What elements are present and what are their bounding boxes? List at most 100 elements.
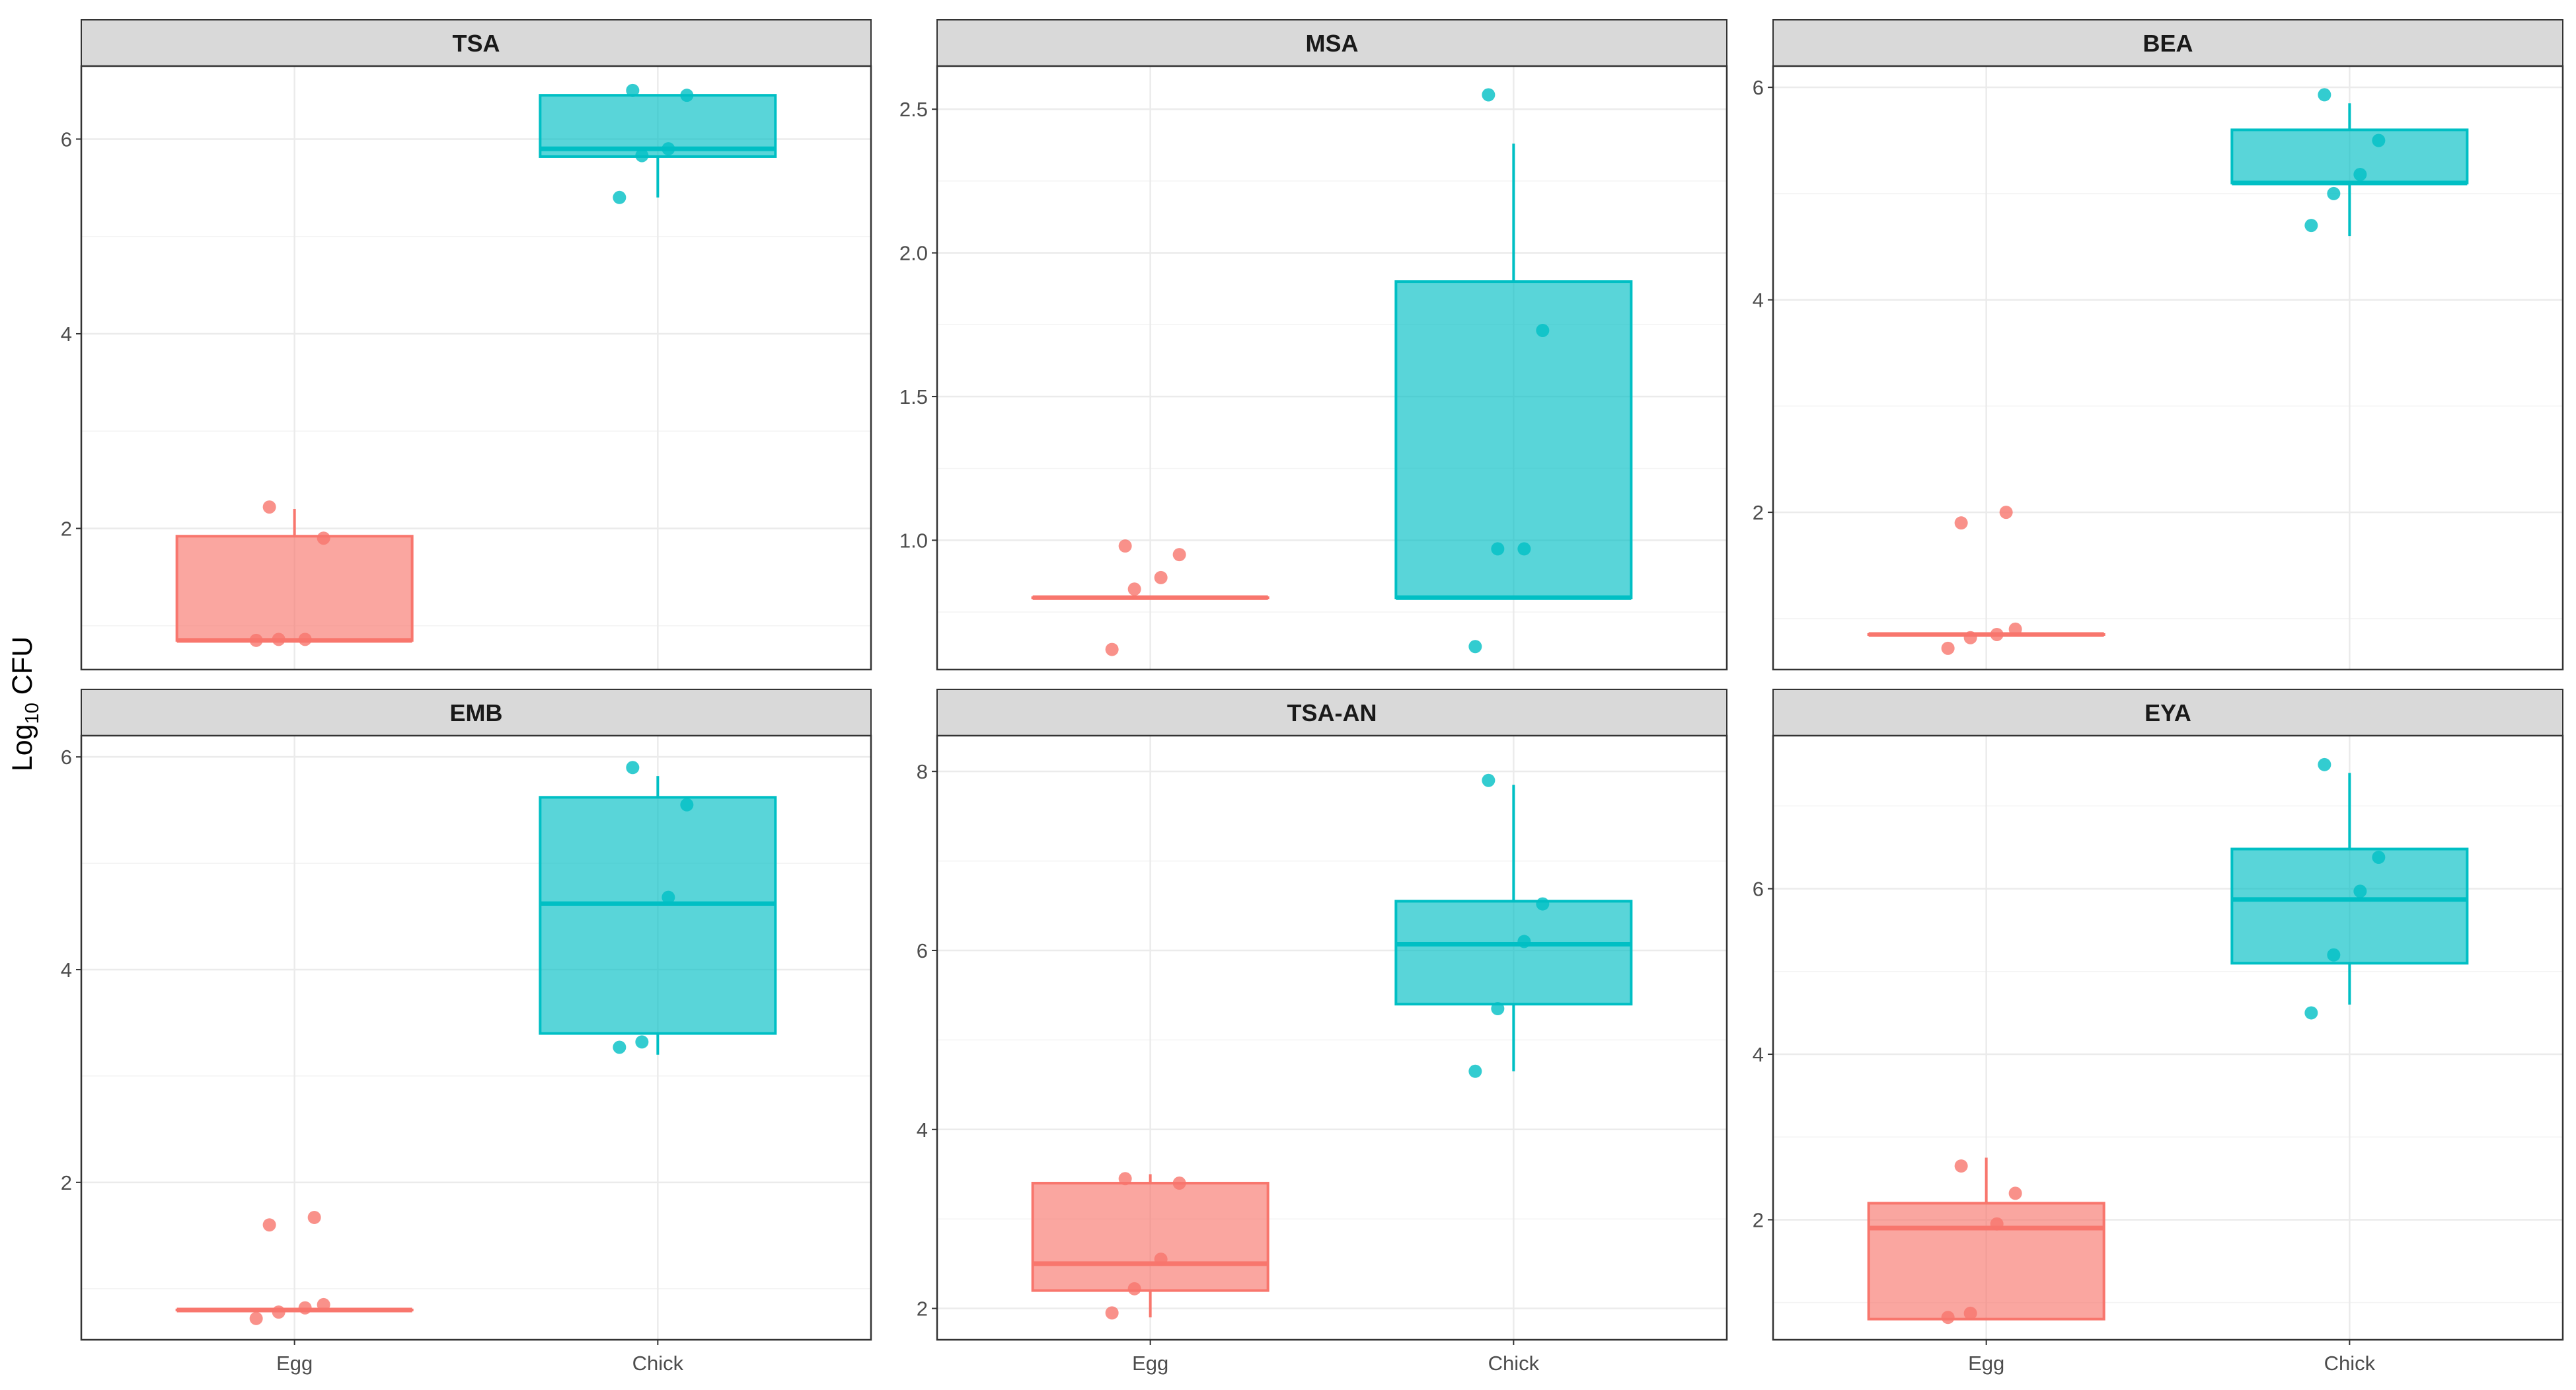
y-axis-title: Log10 CFU: [7, 637, 43, 771]
box-egg: [1031, 1172, 1269, 1320]
y-tick-label: 4: [917, 1118, 928, 1141]
box-egg: [1867, 506, 2105, 655]
data-point: [613, 190, 626, 204]
data-point: [2304, 1006, 2318, 1020]
data-point: [2318, 757, 2331, 771]
data-point: [2008, 622, 2022, 636]
y-tick-label: 2: [61, 1171, 72, 1194]
data-point: [2008, 1186, 2022, 1200]
box-iqr: [1867, 1202, 2105, 1321]
panel-border: [1772, 65, 2564, 671]
box-chick: [1394, 88, 1633, 654]
x-tick-label: Chick: [632, 1352, 684, 1375]
box-egg: [1031, 539, 1269, 656]
y-tick-label: 6: [61, 746, 72, 769]
data-point: [1154, 1253, 1168, 1266]
data-point: [2353, 884, 2367, 898]
box-egg: [1867, 1157, 2105, 1325]
y-tick-label: 2.0: [899, 242, 928, 265]
y-tick-label: 2: [1753, 1208, 1764, 1231]
facet-strip: [81, 19, 872, 67]
y-tick-label: 6: [61, 128, 72, 151]
facet-title: TSA-AN: [1287, 699, 1377, 726]
x-tick-label: Egg: [1132, 1352, 1168, 1375]
data-point: [662, 142, 675, 156]
box-chick: [2230, 88, 2469, 237]
data-point: [1999, 506, 2013, 520]
data-point: [1468, 1064, 1482, 1078]
data-point: [1118, 1172, 1132, 1186]
panel-border: [936, 65, 1728, 671]
data-point: [680, 89, 694, 102]
data-point: [298, 1301, 312, 1315]
data-point: [2318, 88, 2331, 102]
facet-bea: BEA 2 4 6: [1753, 19, 2564, 671]
y-tick-label: 6: [917, 939, 928, 962]
x-tick-label: Chick: [2324, 1352, 2376, 1375]
data-point: [680, 798, 694, 812]
data-point: [262, 1218, 276, 1232]
data-point: [272, 633, 285, 646]
facet-tsa-an: TSA-AN 2 4 6 8 Egg Chick: [917, 689, 1728, 1375]
data-point: [1118, 539, 1132, 553]
data-point: [2304, 219, 2318, 233]
facet-panels: TSA 2 4 6 MSA 1.0 1.5 2.0 2.5 BEA 2 4 6 EMB 2 4 6 Egg Chic…: [61, 19, 2564, 1375]
facet-strip: [1772, 19, 2563, 67]
y-tick-label: 2: [917, 1297, 928, 1321]
data-point: [635, 149, 649, 163]
data-point: [626, 761, 640, 775]
data-point: [2372, 134, 2386, 147]
data-point: [1954, 1159, 1968, 1173]
box-egg: [175, 500, 414, 647]
data-point: [249, 1311, 263, 1325]
facet-title: TSA: [453, 30, 500, 57]
data-point: [1963, 631, 1977, 644]
x-tick-label: Egg: [1968, 1352, 2004, 1375]
facet-tsa: TSA 2 4 6: [61, 19, 872, 671]
data-point: [1468, 640, 1482, 654]
y-tick-label: 2: [61, 517, 72, 540]
box-iqr: [539, 796, 777, 1035]
y-tick-label: 6: [1753, 76, 1764, 99]
y-tick-label: 4: [61, 958, 72, 982]
y-tick-label: 8: [917, 760, 928, 783]
data-point: [1536, 323, 1550, 337]
y-tick-label: 6: [1753, 878, 1764, 901]
data-point: [317, 1297, 330, 1311]
data-point: [1491, 542, 1505, 556]
data-point: [2372, 851, 2386, 865]
box-chick: [2230, 757, 2469, 1020]
data-point: [1482, 88, 1496, 102]
facet-strip: [936, 19, 1727, 67]
y-tick-label: 2.5: [899, 98, 928, 121]
facet-emb: EMB 2 4 6 Egg Chick: [61, 689, 872, 1375]
facet-strip: [936, 689, 1727, 736]
data-point: [1954, 516, 1968, 530]
box-chick: [539, 83, 777, 204]
data-point: [272, 1305, 285, 1319]
facet-title: EYA: [2144, 699, 2191, 726]
data-point: [2327, 948, 2341, 962]
data-point: [249, 633, 263, 647]
y-tick-label: 4: [61, 323, 72, 346]
panel-border: [1772, 734, 2564, 1341]
data-point: [1105, 642, 1119, 656]
y-tick-label: 4: [1753, 289, 1764, 312]
box-iqr: [539, 94, 777, 158]
y-tick-label: 1.0: [899, 529, 928, 552]
data-point: [1990, 627, 2004, 641]
data-point: [1482, 773, 1496, 787]
data-point: [298, 633, 312, 646]
data-point: [2353, 167, 2367, 181]
data-point: [1517, 935, 1531, 948]
data-point: [2327, 186, 2341, 200]
facet-eya: EYA 2 4 6 Egg Chick: [1753, 689, 2564, 1375]
panel-border: [80, 734, 872, 1341]
facet-title: BEA: [2142, 30, 2193, 57]
box-iqr: [1394, 280, 1633, 599]
facet-title: EMB: [450, 699, 503, 726]
box-iqr: [1394, 900, 1633, 1006]
data-point: [1990, 1217, 2004, 1231]
data-point: [307, 1210, 321, 1224]
